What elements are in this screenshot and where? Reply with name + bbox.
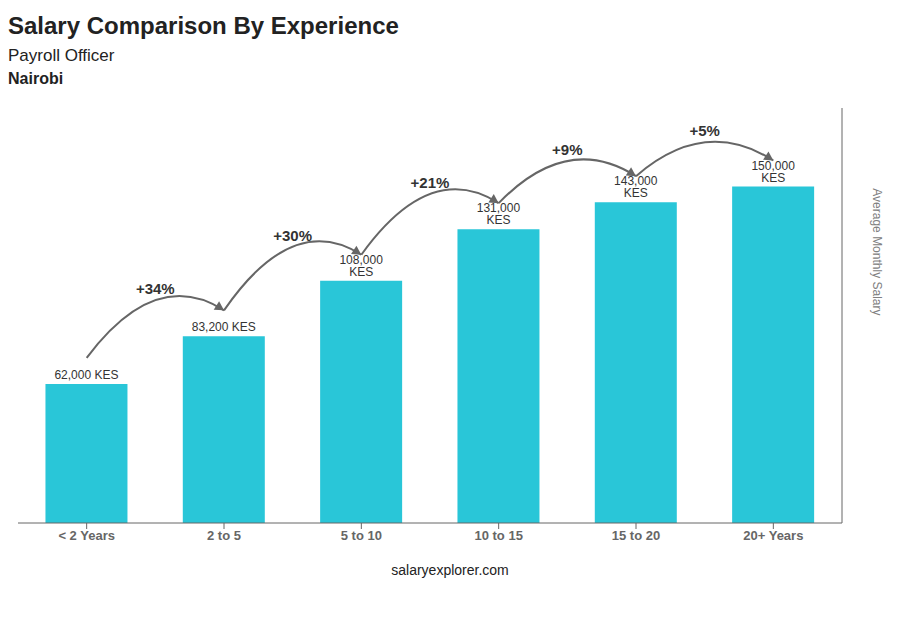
svg-text:< 2 Years: < 2 Years	[58, 528, 115, 543]
svg-text:+21%: +21%	[411, 174, 450, 191]
svg-text:+34%: +34%	[136, 280, 175, 297]
svg-text:20+ Years: 20+ Years	[743, 528, 803, 543]
html-text:Nairobi: Nairobi	[8, 70, 64, 87]
svg-text:5 to 10: 5 to 10	[341, 528, 382, 543]
svg-text:2 to 5: 2 to 5	[207, 528, 241, 543]
svg-text:10 to 15: 10 to 15	[474, 528, 522, 543]
html-text:Salary Comparison By Experienc: Salary Comparison By Experience	[8, 12, 399, 39]
svg-text:83,200 KES: 83,200 KES	[192, 320, 256, 334]
svg-text:+30%: +30%	[273, 227, 312, 244]
svg-text:150,000KES: 150,000KES	[751, 159, 795, 185]
svg-text:143,000KES: 143,000KES	[614, 174, 658, 200]
svg-text:+5%: +5%	[689, 122, 719, 139]
svg-text:Average Monthly Salary: Average Monthly Salary	[870, 188, 884, 315]
svg-text:108,000KES: 108,000KES	[339, 253, 383, 279]
svg-text:131,000KES: 131,000KES	[477, 201, 521, 227]
html-text:salaryexplorer.com: salaryexplorer.com	[391, 562, 509, 578]
html-text:Payroll Officer: Payroll Officer	[8, 46, 115, 65]
svg-text:+9%: +9%	[552, 141, 582, 158]
svg-text:62,000 KES: 62,000 KES	[54, 368, 118, 382]
svg-text:15 to 20: 15 to 20	[612, 528, 660, 543]
